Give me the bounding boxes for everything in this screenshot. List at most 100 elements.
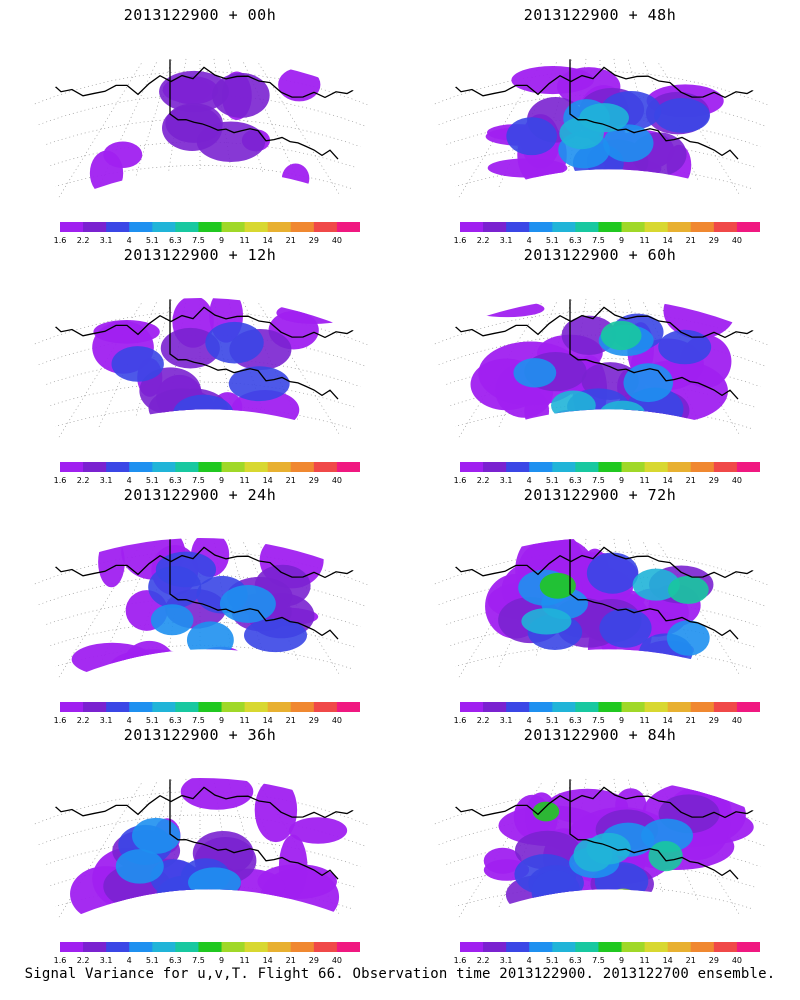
polar-map <box>430 298 770 443</box>
colorbar-label: 7.5 <box>592 236 605 245</box>
colorbar-label: 2.2 <box>476 956 490 965</box>
colorbar-label: 2.2 <box>76 716 90 725</box>
colorbar-swatch <box>598 222 623 232</box>
colorbar-label: 5.1 <box>145 236 159 245</box>
colorbar-swatch <box>690 222 715 232</box>
map-panel: 2013122900 + 84h 1.6 2.2 3.1 4 5.1 6.3 7.5 9 11 14… <box>400 720 800 965</box>
colorbar-swatch <box>598 942 623 952</box>
colorbar-label: 7.5 <box>192 476 205 485</box>
panel-title: 2013122900 + 48h <box>523 6 677 24</box>
colorbar-label: 29 <box>708 476 719 485</box>
colorbar-swatch <box>713 942 738 952</box>
colorbar-labels: 1.6 2.2 3.1 4 5.1 6.3 7.5 9 11 14 21 29 40 <box>52 956 372 968</box>
colorbar-swatch <box>221 222 246 232</box>
colorbar-swatch <box>460 222 484 232</box>
colorbar-label: 9 <box>618 236 625 245</box>
map-panel: 2013122900 + 24h 1.6 2.2 3.1 4 5.1 6.3 7.5 9 11 14… <box>0 480 400 725</box>
colorbar-label: 3.1 <box>99 956 113 965</box>
colorbar-label: 14 <box>662 236 673 245</box>
colorbar-swatch <box>460 942 484 952</box>
colorbar-label: 14 <box>662 956 673 965</box>
colorbar-swatch <box>267 942 292 952</box>
colorbar-swatch <box>198 462 223 472</box>
colorbar-label: 40 <box>331 716 343 725</box>
colorbar-labels: 1.6 2.2 3.1 4 5.1 6.3 7.5 9 11 14 21 29 40 <box>52 236 372 248</box>
map-panel: 2013122900 + 60h 1.6 2.2 3.1 4 5.1 6.3 7.5 9 11 14… <box>400 240 800 485</box>
polar-map <box>30 298 370 443</box>
colorbar <box>460 702 760 712</box>
colorbar-swatch <box>483 462 507 472</box>
colorbar-label: 11 <box>239 476 250 485</box>
colorbar-label: 4 <box>126 236 132 245</box>
colorbar-label: 9 <box>218 476 225 485</box>
colorbar <box>60 462 360 472</box>
colorbar-label: 6.3 <box>569 476 582 485</box>
colorbar-label: 7.5 <box>192 956 205 965</box>
colorbar-label: 6.3 <box>569 236 582 245</box>
colorbar-swatch <box>106 702 130 712</box>
colorbar-swatch <box>175 462 199 472</box>
colorbar-label: 4 <box>126 476 132 485</box>
colorbar-swatch <box>644 702 669 712</box>
colorbar-label: 7.5 <box>192 716 205 725</box>
colorbar-label: 1.6 <box>53 956 67 965</box>
colorbar-swatch <box>621 222 646 232</box>
colorbar-label: 11 <box>239 236 250 245</box>
colorbar-label: 1.6 <box>453 476 467 485</box>
colorbar-swatch <box>83 702 107 712</box>
colorbar-swatch <box>129 462 153 472</box>
colorbar-swatch <box>244 942 269 952</box>
colorbar-label: 1.6 <box>453 716 467 725</box>
colorbar-label: 14 <box>262 476 273 485</box>
colorbar-swatch <box>644 942 669 952</box>
colorbar-label: 29 <box>308 236 319 245</box>
colorbar-swatch <box>621 702 646 712</box>
colorbar-label: 3.1 <box>499 476 513 485</box>
colorbar-swatch <box>667 942 692 952</box>
panel-title: 2013122900 + 00h <box>123 6 277 24</box>
colorbar-swatch <box>460 702 484 712</box>
colorbar-label: 40 <box>731 716 743 725</box>
colorbar-swatch <box>552 942 576 952</box>
colorbar-label: 7.5 <box>192 236 205 245</box>
colorbar-label: 4 <box>526 956 532 965</box>
polar-map <box>30 58 370 203</box>
colorbar-label: 2.2 <box>76 476 90 485</box>
colorbar-label: 5.1 <box>545 716 559 725</box>
colorbar-label: 3.1 <box>499 236 513 245</box>
colorbar-labels: 1.6 2.2 3.1 4 5.1 6.3 7.5 9 11 14 21 29 40 <box>452 476 772 488</box>
colorbar <box>460 462 760 472</box>
colorbar-swatch <box>336 462 360 472</box>
colorbar-label: 6.3 <box>569 956 582 965</box>
panel-title: 2013122900 + 36h <box>123 726 277 744</box>
colorbar-label: 9 <box>618 476 625 485</box>
colorbar-label: 21 <box>685 956 696 965</box>
colorbar-swatch <box>198 702 223 712</box>
colorbar <box>60 942 360 952</box>
colorbar-swatch <box>313 462 338 472</box>
colorbar-labels: 1.6 2.2 3.1 4 5.1 6.3 7.5 9 11 14 21 29 40 <box>452 716 772 728</box>
colorbar-swatch <box>529 942 553 952</box>
colorbar-label: 21 <box>685 476 696 485</box>
colorbar-label: 29 <box>708 956 719 965</box>
colorbar-swatch <box>736 462 760 472</box>
colorbar-labels: 1.6 2.2 3.1 4 5.1 6.3 7.5 9 11 14 21 29 40 <box>452 236 772 248</box>
colorbar-swatch <box>506 702 530 712</box>
colorbar-swatch <box>598 462 623 472</box>
colorbar-swatch <box>60 462 84 472</box>
colorbar-label: 9 <box>218 956 225 965</box>
colorbar-label: 1.6 <box>453 236 467 245</box>
colorbar-swatch <box>106 942 130 952</box>
colorbar-swatch <box>575 462 599 472</box>
colorbar-label: 21 <box>285 236 296 245</box>
colorbar-swatch <box>313 222 338 232</box>
colorbar-label: 9 <box>218 236 225 245</box>
colorbar-label: 3.1 <box>99 236 113 245</box>
colorbar-label: 21 <box>285 956 296 965</box>
colorbar-label: 3.1 <box>499 716 513 725</box>
panel-title: 2013122900 + 12h <box>123 246 277 264</box>
colorbar-swatch <box>529 702 553 712</box>
colorbar-swatch <box>644 462 669 472</box>
colorbar-label: 4 <box>526 236 532 245</box>
colorbar-labels: 1.6 2.2 3.1 4 5.1 6.3 7.5 9 11 14 21 29 40 <box>452 956 772 968</box>
